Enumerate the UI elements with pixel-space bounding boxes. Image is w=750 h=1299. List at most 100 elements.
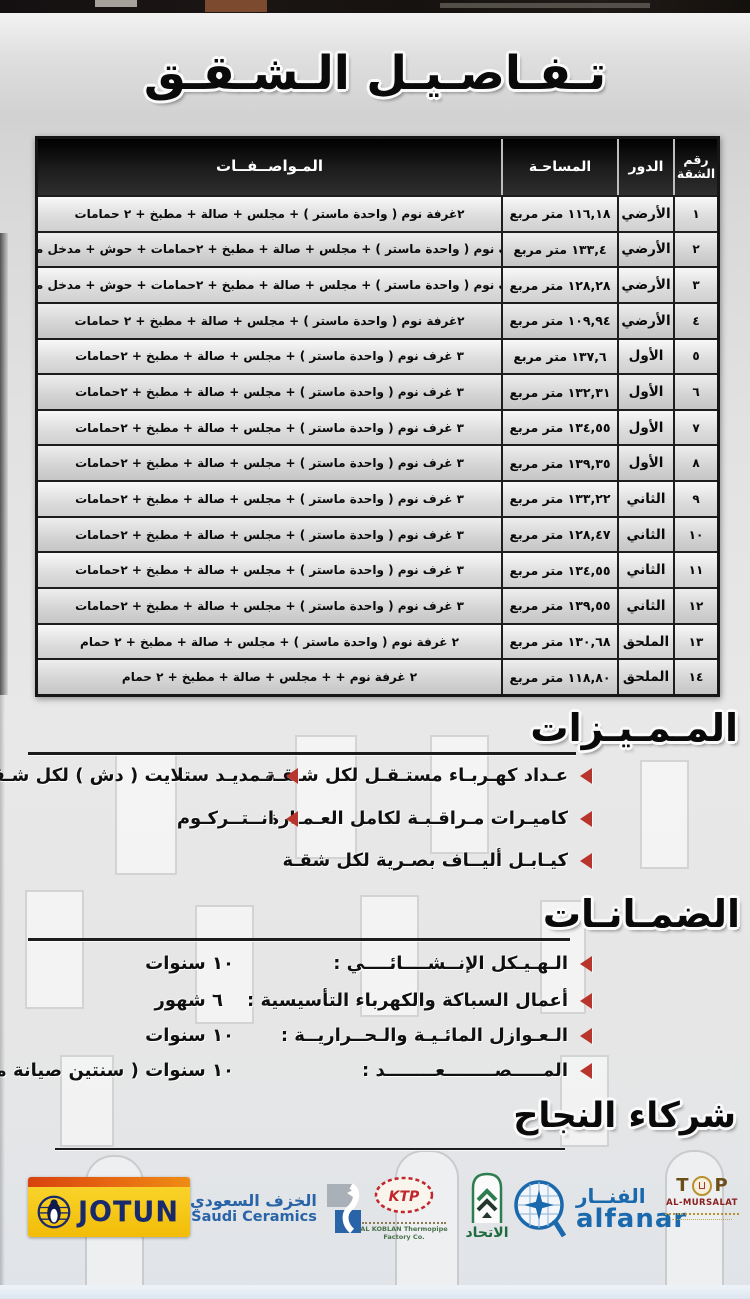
cell-apartment-number: ٢ xyxy=(673,232,717,267)
cell-area: ١٢٨,٢٨ متر مربع xyxy=(501,268,617,302)
partners-heading: شركاء النجاح xyxy=(513,1096,736,1136)
guarantee-value: ١٠ سنوات xyxy=(145,953,234,974)
cell-apartment-number: ١٤ xyxy=(673,660,717,694)
jotun-penguin-icon xyxy=(37,1195,71,1229)
table-row: ٥ الأول ١٣٧,٦ متر مربع ٣ غرف نوم ( واحدة… xyxy=(38,337,717,374)
ktp-badge-icon: KTP xyxy=(374,1176,434,1214)
guarantee-label: المـــــصــــــــعــــــــد : xyxy=(362,1060,568,1081)
table-row: ١٤ الملحق ١١٨,٨٠ متر مربع ٢ غرفة نوم + +… xyxy=(38,658,717,694)
saudi-ceramics-logo-icon xyxy=(326,1183,361,1234)
cell-apartment-number: ٨ xyxy=(673,446,717,481)
cell-area: ١٣٣,٤ متر مربع xyxy=(501,232,617,267)
guarantee-item: الـعـوازل المائـيـة والـحــراريــة : ١٠ … xyxy=(145,1025,592,1046)
ittihad-wordmark: الاتحاد xyxy=(465,1225,509,1241)
header-specifications: المـواصــفــات xyxy=(216,157,324,176)
cell-specifications: ٢غرفة نوم ( واحدة ماستر ) + مجلس + صالة … xyxy=(74,313,465,328)
partner-logo-saudi-ceramics: الخزف السعودي Saudi Ceramics xyxy=(190,1183,365,1235)
heading-underline xyxy=(28,752,576,755)
cell-specifications: ٣ غرف نوم ( واحدة ماستر ) + مجلس + صالة … xyxy=(75,349,464,364)
ittihad-arch-icon xyxy=(471,1172,503,1223)
cell-floor: الأرضي xyxy=(617,232,673,267)
cell-area: ١٣٢,٣١ متر مربع xyxy=(501,375,617,409)
partner-logo-jotun: JOTUN xyxy=(28,1177,190,1237)
guarantees-heading: الضمـانـات xyxy=(542,892,740,936)
cell-specifications: ٣ غرف نوم ( واحدة ماستر ) + مجلس + صالة … xyxy=(75,420,464,435)
guarantee-label: الـعـوازل المائـيـة والـحــراريــة : xyxy=(280,1025,568,1046)
alfanar-arabic: الفنــار xyxy=(576,1184,646,1208)
saudi-ceramics-text: الخزف السعودي Saudi Ceramics xyxy=(190,1192,317,1226)
apartments-table: رقم الشقة الدور المساحـة المـواصــفــات … xyxy=(35,136,720,697)
table-row: ٣ الأرضي ١٢٨,٢٨ متر مربع ٣ غرف نوم ( واح… xyxy=(38,266,717,302)
bullet-arrow-icon xyxy=(580,1062,592,1079)
cell-area: ١٣٣,٢٢ متر مربع xyxy=(501,482,617,516)
feature-text: كيـابـل أليــاف بصـرية لكل شقـة xyxy=(282,850,568,871)
cell-floor: الأرضي xyxy=(617,268,673,302)
header-floor: الدور xyxy=(617,139,673,195)
bullet-arrow-icon xyxy=(580,767,592,784)
cell-floor: الثاني xyxy=(617,482,673,516)
guarantee-item: المـــــصــــــــعــــــــد : ١٠ سنوات (… xyxy=(0,1060,592,1081)
cell-area: ١٣٠,٦٨ متر مربع xyxy=(501,624,617,659)
bullet-arrow-icon xyxy=(580,852,592,869)
table-row: ٢ الأرضي ١٣٣,٤ متر مربع ٣ غرف نوم ( واحد… xyxy=(38,230,717,267)
bottom-light-strip xyxy=(0,1285,750,1299)
cell-specifications: ٣ غرف نوم ( واحدة ماستر ) + مجلس + صالة … xyxy=(75,563,464,578)
cell-area: ١٠٩,٩٤ متر مربع xyxy=(501,303,617,338)
cell-apartment-number: ٤ xyxy=(673,303,717,338)
bullet-arrow-icon xyxy=(580,810,592,827)
alfanar-emblem-icon xyxy=(514,1180,567,1238)
table-row: ١٢ الثاني ١٣٩,٥٥ متر مربع ٣ غرف نوم ( وا… xyxy=(38,587,717,623)
saudi-ceramics-english: Saudi Ceramics xyxy=(191,1208,317,1225)
jotun-body: JOTUN xyxy=(28,1187,190,1237)
cell-apartment-number: ١٢ xyxy=(673,589,717,623)
cell-floor: الأول xyxy=(617,375,673,409)
mursalat-arabic-line xyxy=(665,1210,739,1215)
table-row: ٤ الأرضي ١٠٩,٩٤ متر مربع ٢غرفة نوم ( واح… xyxy=(38,301,717,338)
lightbulb-icon xyxy=(691,1175,712,1196)
guarantee-label: أعمال السباكة والكهرباء التأسيسية : xyxy=(247,990,568,1011)
cell-specifications: ٢غرفة نوم ( واحدة ماستر ) + مجلس + صالة … xyxy=(74,206,465,221)
cell-apartment-number: ٣ xyxy=(673,268,717,302)
cell-area: ١٣٤,٥٥ متر مربع xyxy=(501,553,617,588)
bg-photo-edge xyxy=(0,233,8,695)
bullet-arrow-icon xyxy=(286,767,298,784)
cell-apartment-number: ١١ xyxy=(673,553,717,588)
cell-specifications: ٣ غرف نوم ( واحدة ماستر ) + مجلس + صالة … xyxy=(75,491,464,506)
partner-logo-mursalat: T P AL-MURSALAT xyxy=(660,1175,744,1220)
cell-floor: الثاني xyxy=(617,589,673,623)
table-row: ١٠ الثاني ١٢٨,٤٧ متر مربع ٣ غرف نوم ( وا… xyxy=(38,515,717,552)
jotun-stripe xyxy=(28,1177,190,1187)
photo-top-brown-block xyxy=(205,0,267,12)
table-row: ٩ الثاني ١٣٣,٢٢ متر مربع ٣ غرف نوم ( واح… xyxy=(38,480,717,516)
bullet-arrow-icon xyxy=(286,810,298,827)
cell-specifications: ٣ غرف نوم ( واحدة ماستر ) + مجلس + صالة … xyxy=(75,598,464,613)
bullet-arrow-icon xyxy=(580,955,592,972)
feature-item: كاميـرات مـراقـبـة لكامل العـمـارة xyxy=(268,808,592,829)
cell-floor: الأرضي xyxy=(617,197,673,231)
header-area: المساحـة xyxy=(501,139,617,195)
table-header-row: رقم الشقة الدور المساحـة المـواصــفــات xyxy=(38,139,717,195)
features-heading: المـمـيـزات xyxy=(530,706,738,750)
cell-apartment-number: ١ xyxy=(673,197,717,231)
guarantee-item: أعمال السباكة والكهرباء التأسيسية : ٦ شه… xyxy=(155,990,592,1011)
mursalat-bulb-icon: T P xyxy=(676,1175,727,1196)
guarantee-value: ١٠ سنوات xyxy=(145,1025,234,1046)
guarantee-item: الـهـيـكل الإنــشــــائــــي : ١٠ سنوات xyxy=(145,953,592,974)
ktp-badge-text: KTP xyxy=(389,1189,420,1205)
table-row: ١٣ الملحق ١٣٠,٦٨ متر مربع ٢ غرفة نوم ( و… xyxy=(38,622,717,659)
cell-specifications: ٢ غرفة نوم ( واحدة ماستر ) + مجلس + صالة… xyxy=(80,634,459,649)
bg-window xyxy=(640,760,689,869)
cell-specifications: ٣ غرف نوم ( واحدة ماستر ) + مجلس + صالة … xyxy=(75,527,464,542)
cell-floor: الأرضي xyxy=(617,303,673,338)
cell-floor: الأول xyxy=(617,446,673,481)
cell-area: ١٣٧,٦ متر مربع xyxy=(501,339,617,374)
cell-area: ١٣٩,٥٥ متر مربع xyxy=(501,589,617,623)
ktp-arabic-line xyxy=(362,1218,446,1224)
cell-apartment-number: ١٠ xyxy=(673,517,717,552)
heading-underline xyxy=(55,1148,565,1150)
mursalat-wordmark: AL-MURSALAT xyxy=(666,1198,738,1208)
table-body: ١ الأرضي ١١٦,١٨ متر مربع ٢غرفة نوم ( واح… xyxy=(38,195,717,694)
partner-logo-ittihad: الاتحاد xyxy=(458,1170,516,1241)
cell-apartment-number: ٧ xyxy=(673,410,717,445)
